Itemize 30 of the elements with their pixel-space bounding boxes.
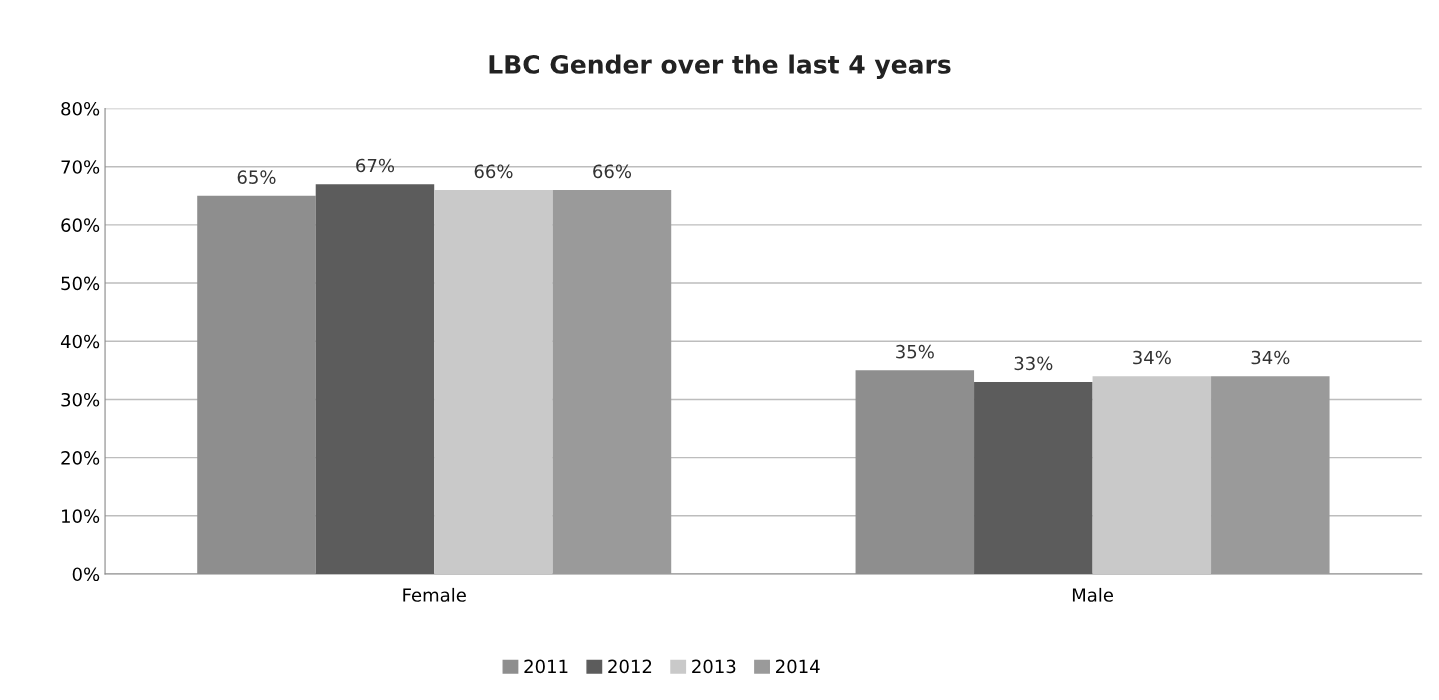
legend-label: 2014: [776, 659, 820, 674]
x-tick-label: Female: [403, 587, 466, 602]
data-label: 34%: [1133, 350, 1171, 365]
y-tick-label: 0%: [72, 567, 100, 582]
legend-label: 2012: [608, 659, 652, 674]
data-label: 35%: [896, 344, 934, 359]
y-tick-label: 60%: [61, 218, 100, 232]
data-label: 67%: [356, 158, 395, 173]
chart-title: LBC Gender over the last 4 years: [489, 54, 951, 79]
y-tick-label: 50%: [61, 276, 100, 291]
legend-label: 2013: [692, 659, 736, 674]
y-tick-label: 10%: [62, 509, 100, 523]
bar: [1211, 376, 1330, 574]
y-tick-label: 40%: [60, 334, 100, 349]
bar: [552, 189, 672, 574]
data-label: 34%: [1251, 350, 1290, 365]
data-label: 66%: [593, 164, 632, 179]
y-tick-label: 20%: [61, 451, 100, 465]
bar: [974, 381, 1093, 574]
legend-label: 2011: [524, 659, 568, 674]
bar: [434, 189, 553, 574]
data-label: 65%: [237, 170, 276, 184]
y-tick-label: 80%: [61, 101, 100, 116]
bar: [1092, 376, 1212, 574]
y-tick-label: 30%: [61, 392, 100, 407]
y-tick-label: 70%: [61, 160, 100, 174]
data-label: 33%: [1014, 356, 1053, 371]
data-label: 66%: [474, 164, 513, 179]
bar: [315, 184, 435, 574]
x-tick-label: Male: [1072, 587, 1113, 602]
